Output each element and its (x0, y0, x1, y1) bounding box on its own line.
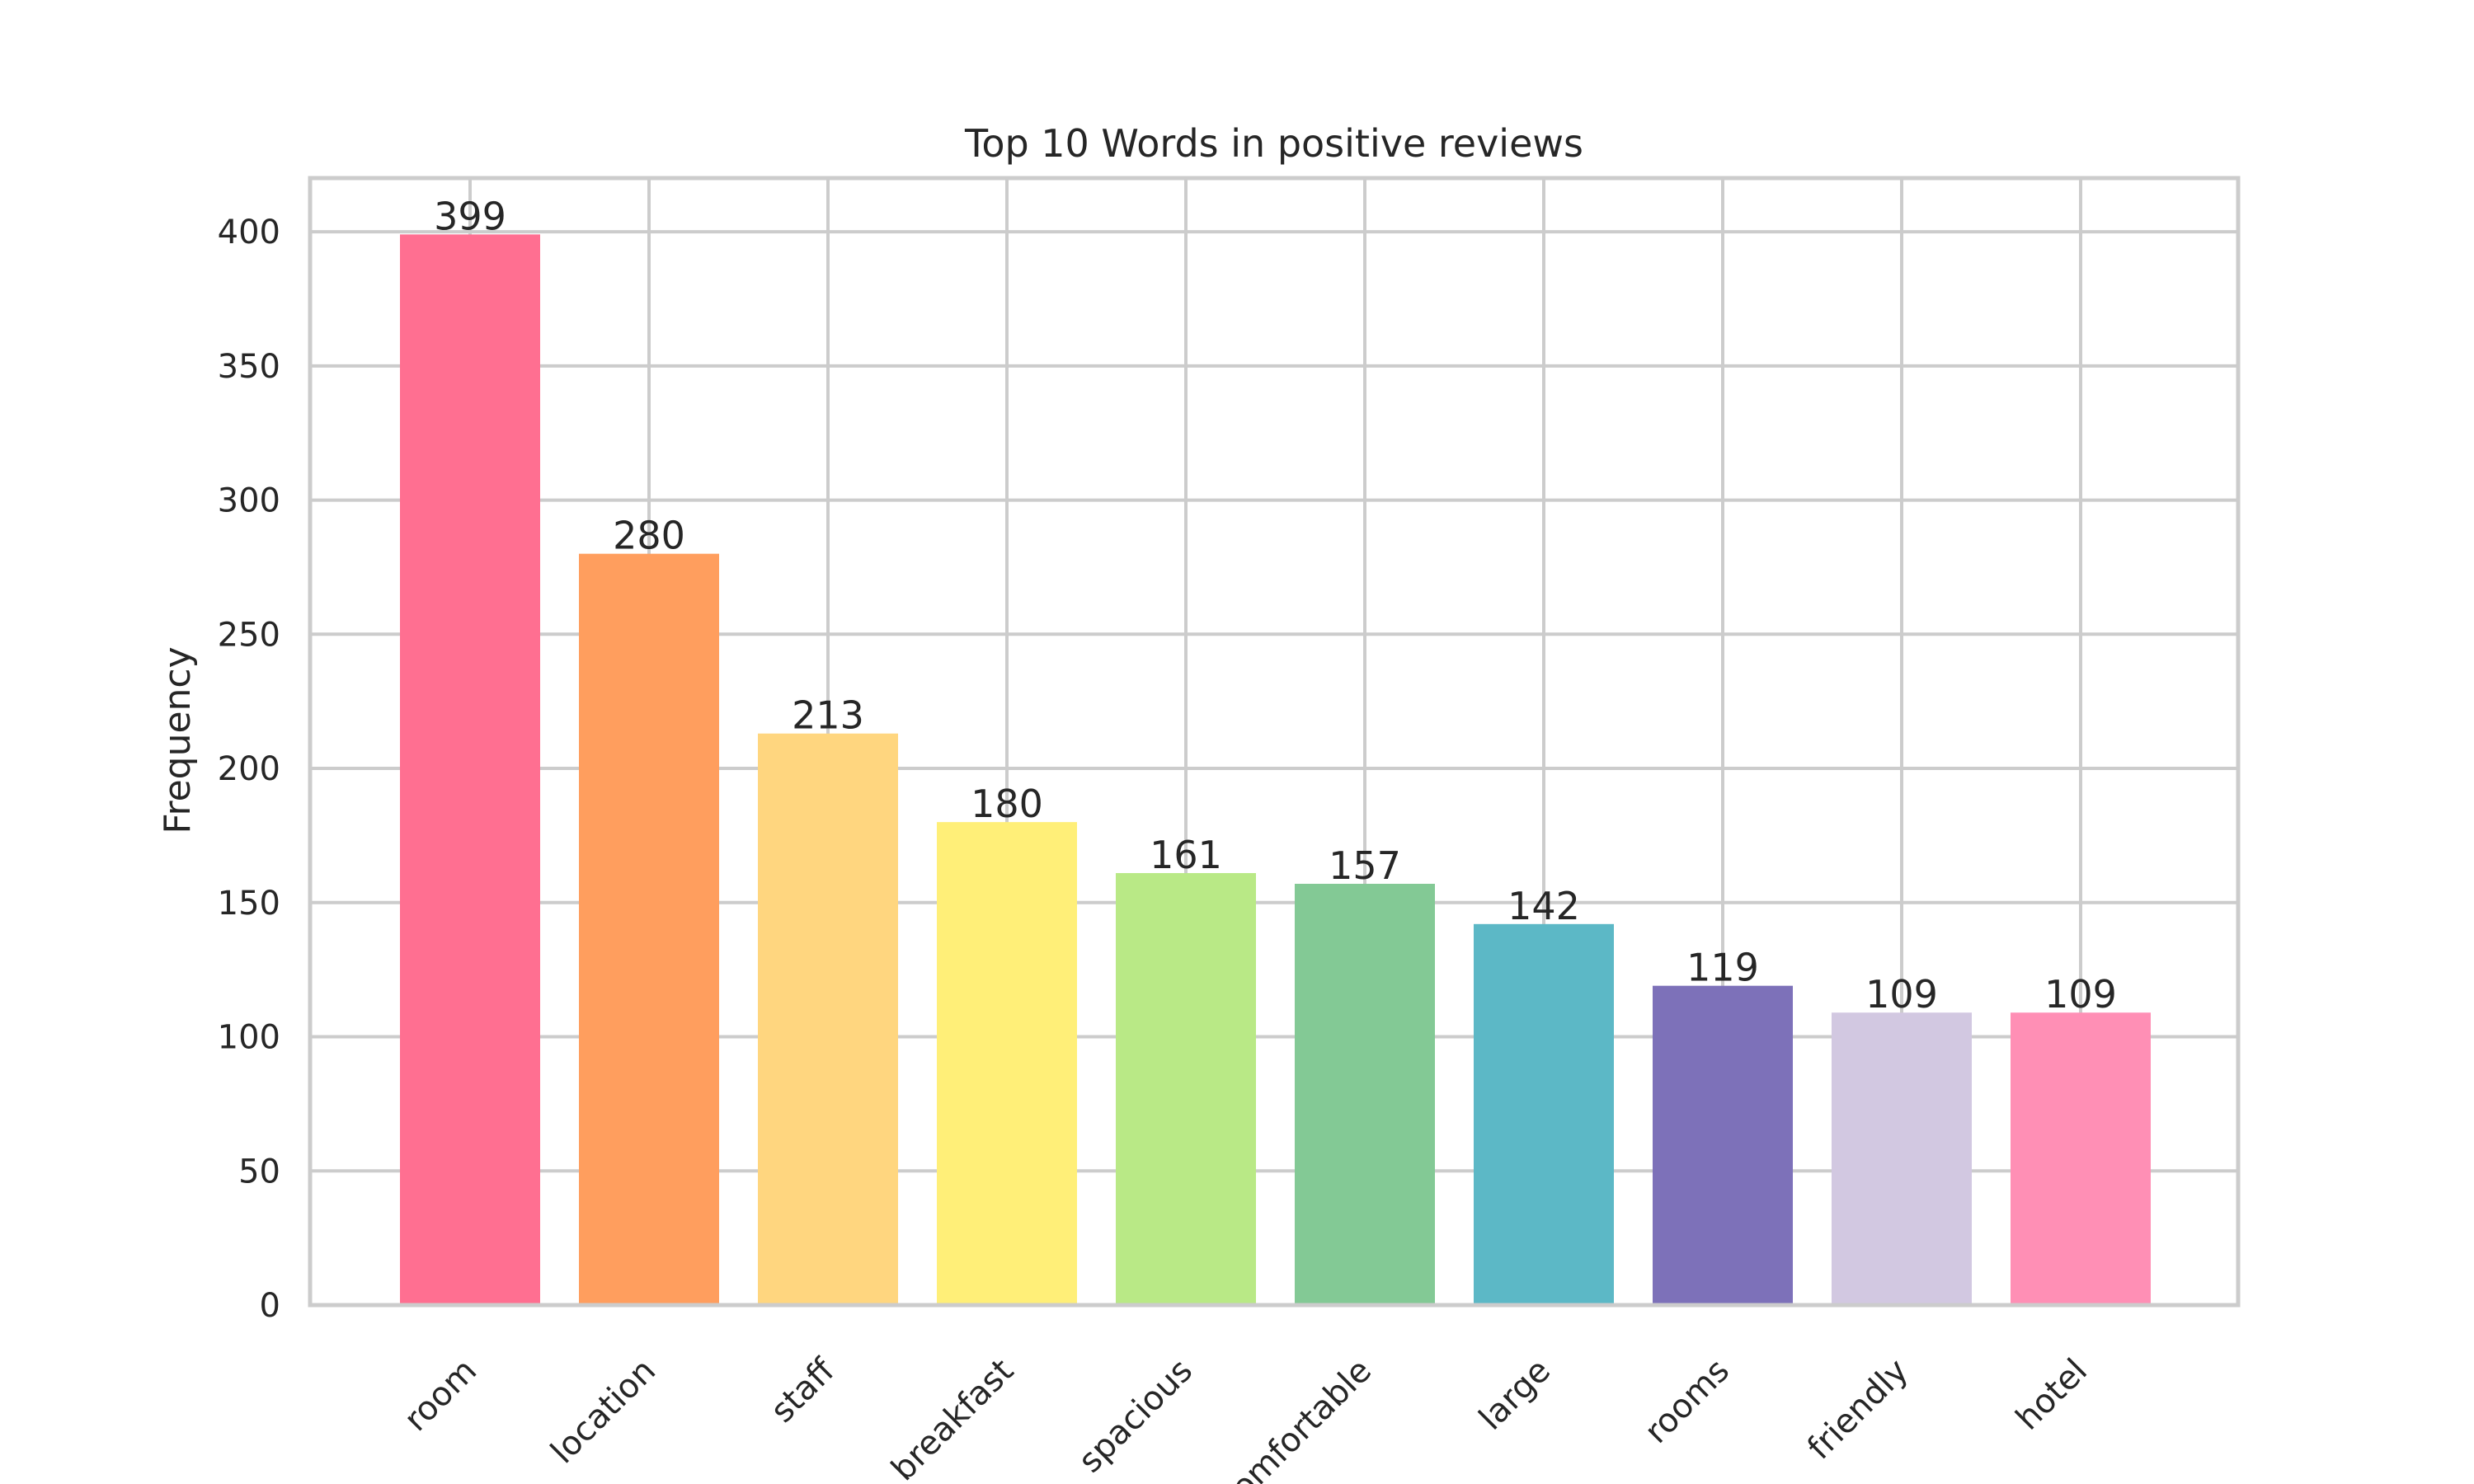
bar-value-label: 109 (2044, 972, 2117, 1017)
bar-value-label: 119 (1686, 946, 1759, 990)
y-tick-label: 100 (218, 1019, 280, 1057)
x-tick-label: spacious (1071, 1352, 1200, 1481)
x-tick-label: staff (764, 1351, 843, 1430)
bar-value-label: 280 (613, 514, 685, 558)
bar-large (1474, 923, 1614, 1305)
y-tick-label: 200 (218, 750, 280, 788)
bars (400, 234, 2151, 1306)
x-tick-label: rooms (1638, 1352, 1737, 1451)
bar-value-label: 399 (434, 194, 506, 238)
bar-location (579, 553, 719, 1305)
bar-hotel (2011, 1012, 2151, 1305)
bar-value-label: 142 (1507, 884, 1580, 928)
y-tick-label: 350 (218, 348, 280, 386)
bar-rooms (1653, 985, 1793, 1305)
data-labels: 399 280 213 180 161 157 142 119 109 109 (434, 194, 2117, 1017)
bar-friendly (1832, 1012, 1972, 1305)
bar-value-label: 157 (1329, 843, 1401, 888)
bar-staff (758, 733, 898, 1305)
bar-value-label: 213 (792, 693, 864, 738)
bar-breakfast (937, 822, 1077, 1305)
bar-value-label: 109 (1865, 972, 1938, 1017)
bar-value-label: 161 (1150, 833, 1222, 877)
y-tick-label: 0 (260, 1287, 280, 1325)
x-tick-label: friendly (1800, 1352, 1916, 1468)
x-tick-label: large (1472, 1352, 1558, 1438)
x-tick-label: breakfast (884, 1352, 1021, 1484)
x-tick-label: room (397, 1352, 484, 1439)
y-axis-ticks: 0 50 100 150 200 250 300 350 400 (218, 214, 280, 1325)
y-tick-label: 400 (218, 214, 280, 251)
bar-room (400, 234, 540, 1306)
y-axis-label: Frequency (157, 646, 199, 834)
x-axis-ticks: room location staff breakfast spacious comfor… (397, 1351, 2095, 1484)
chart-title: Top 10 Words in positive reviews (964, 121, 1583, 166)
x-tick-label: comfortable (1211, 1352, 1379, 1484)
plot-frame (308, 176, 2241, 1308)
y-tick-label: 150 (218, 885, 280, 923)
x-tick-label: hotel (2009, 1352, 2095, 1438)
y-tick-label: 300 (218, 482, 280, 520)
x-tick-label: location (543, 1352, 663, 1472)
bar-comfortable (1295, 884, 1435, 1305)
bar-spacious (1116, 872, 1256, 1305)
y-tick-label: 50 (238, 1153, 280, 1190)
y-tick-label: 250 (218, 616, 280, 654)
bar-value-label: 180 (971, 782, 1043, 826)
